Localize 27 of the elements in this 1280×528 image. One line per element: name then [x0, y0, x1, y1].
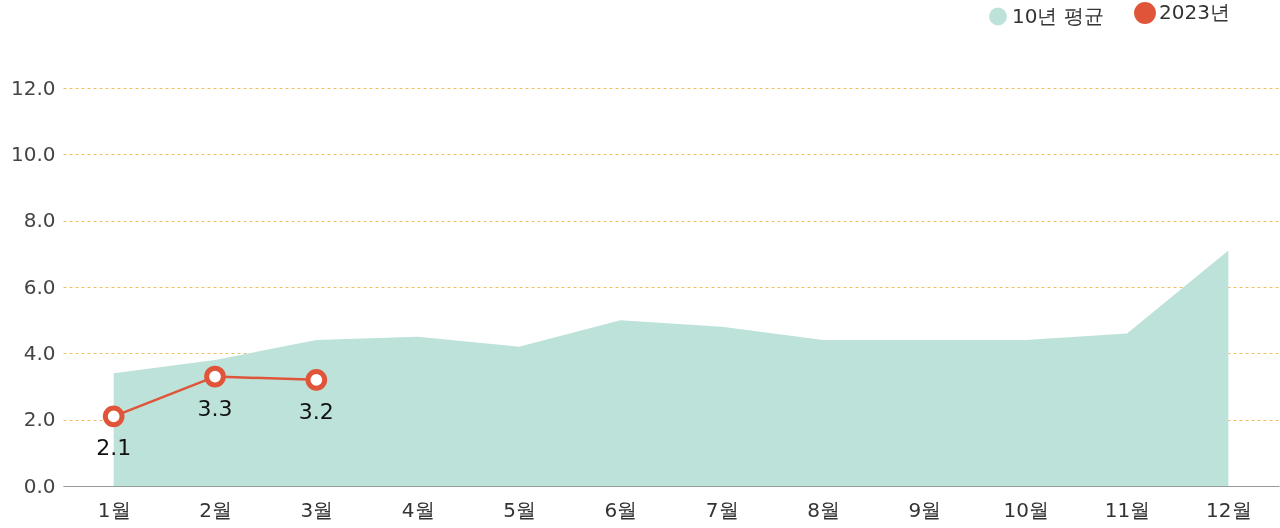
y-tick-label: 12.0 [10, 75, 56, 100]
x-tick-label: 10월 [1003, 497, 1049, 522]
x-tick-label: 1월 [97, 497, 131, 522]
x-tick-label: 5월 [503, 497, 536, 522]
x-tick-label: 7월 [705, 497, 739, 522]
legend-label: 10년 평균 [1012, 3, 1104, 28]
point [102, 405, 125, 428]
legend-label: 2023년 [1159, 0, 1230, 25]
y-tick-label: 2.0 [23, 407, 56, 432]
x-tick-label: 3월 [300, 497, 334, 522]
data-label: 3.2 [298, 398, 334, 424]
x-tick-label: 9월 [908, 497, 942, 522]
y-tick-label: 4.0 [23, 340, 56, 365]
y-tick-label: 6.0 [23, 274, 56, 299]
y-tick-label: 8.0 [23, 208, 56, 233]
data-label: 3.3 [197, 395, 233, 421]
x-tick-label: 12월 [1206, 497, 1252, 522]
x-tick-label: 4월 [401, 497, 435, 522]
x-tick-label: 6월 [604, 497, 638, 522]
y-tick-label: 10.0 [10, 141, 56, 166]
data-label: 2.1 [96, 435, 132, 461]
point [305, 369, 328, 391]
point [204, 365, 226, 388]
x-tick-label: 11월 [1104, 497, 1151, 522]
x-tick-label: 8월 [807, 497, 840, 522]
x-tick-label: 2월 [199, 497, 232, 522]
y-tick-label: 0.0 [23, 473, 56, 498]
